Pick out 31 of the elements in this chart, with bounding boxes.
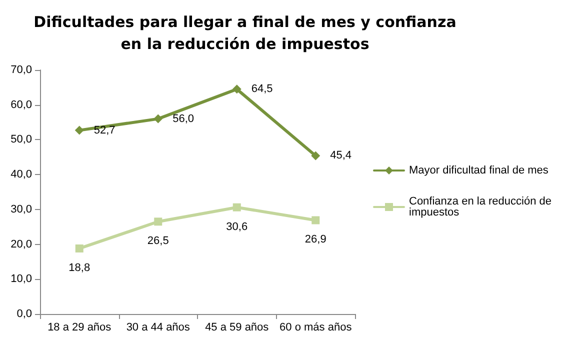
data-label: 18,8 — [68, 262, 90, 274]
data-label: 45,4 — [330, 150, 352, 162]
legend-label: Confianza en la reducción de impuestos — [409, 196, 555, 218]
point — [75, 244, 84, 252]
point — [311, 151, 320, 160]
x-tick-label: 60 o más años — [280, 322, 352, 334]
x-tick-label: 30 a 44 años — [126, 322, 190, 334]
point — [154, 218, 162, 226]
point — [154, 114, 163, 124]
y-tick-label: 50,0 — [10, 134, 32, 146]
x-tick-label: 18 a 29 años — [48, 322, 112, 334]
data-label: 26,5 — [147, 235, 169, 248]
point — [232, 84, 242, 94]
y-tick-label: 70,0 — [10, 64, 32, 76]
y-tick-label: 10,0 — [10, 273, 32, 286]
data-label: 26,9 — [304, 234, 326, 246]
point — [74, 126, 84, 135]
data-label: 56,0 — [172, 112, 194, 125]
data-label: 30,6 — [226, 220, 248, 233]
y-tick-label: 60,0 — [10, 98, 32, 111]
x-tick-label: 45 a 59 años — [205, 322, 270, 334]
legend-label: Mayor dificultad final de mes — [409, 164, 549, 176]
y-tick-label: 0,0 — [16, 308, 32, 320]
chart-title: Dificultades para llegar a final de mes y confianza en la reducción de impuestos — [34, 13, 456, 53]
data-label: 52,7 — [94, 124, 116, 136]
y-tick-label: 20,0 — [10, 238, 32, 250]
point — [312, 216, 320, 224]
y-tick-label: 30,0 — [10, 203, 32, 216]
y-tick-label: 40,0 — [10, 168, 32, 181]
point — [232, 203, 241, 212]
data-label: 64,5 — [251, 83, 273, 96]
